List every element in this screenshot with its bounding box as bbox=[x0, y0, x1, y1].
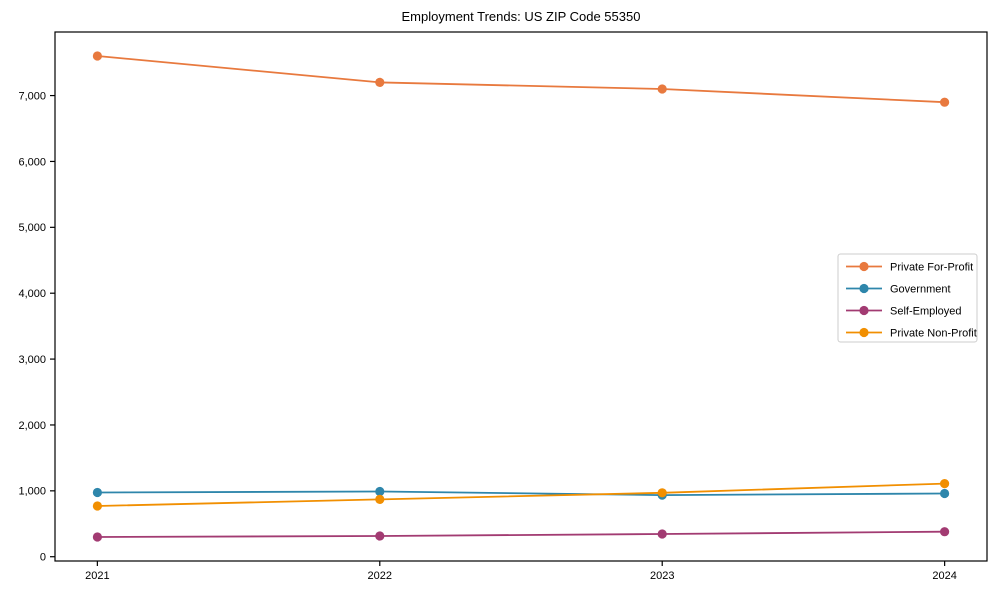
data-point-marker bbox=[657, 529, 667, 539]
series-line bbox=[96, 482, 946, 507]
y-tick-label: 2,000 bbox=[18, 420, 46, 432]
plot-border bbox=[54, 31, 988, 562]
data-point-marker bbox=[92, 51, 102, 61]
legend-label: Private For-Profit bbox=[890, 261, 973, 273]
x-tick-label: 2022 bbox=[368, 570, 392, 582]
y-tick-label: 7,000 bbox=[18, 90, 46, 102]
series-government bbox=[92, 486, 950, 500]
x-tick-label: 2024 bbox=[932, 570, 956, 582]
data-point-marker bbox=[940, 527, 950, 537]
series-line bbox=[96, 55, 946, 104]
data-point-marker bbox=[657, 488, 667, 498]
data-point-marker bbox=[940, 479, 950, 489]
data-point-marker bbox=[92, 532, 102, 542]
legend-label: Self-Employed bbox=[890, 305, 962, 317]
series-private-for-profit bbox=[92, 51, 950, 107]
y-tick-label: 3,000 bbox=[18, 354, 46, 366]
y-axis: 0 1,000 2,000 3,000 4,000 5,000 6,000 7,000 bbox=[18, 90, 55, 564]
x-tick-label: 2021 bbox=[85, 570, 109, 582]
data-point-marker bbox=[375, 531, 385, 541]
data-point-marker bbox=[92, 501, 102, 511]
legend-item-private-for-profit: Private For-Profit bbox=[846, 261, 973, 273]
data-point-marker bbox=[375, 494, 385, 504]
data-point-marker bbox=[375, 486, 385, 497]
legend-item-self-employed: Self-Employed bbox=[846, 305, 962, 317]
y-tick-label: 5,000 bbox=[18, 222, 46, 234]
series-private-non-profit bbox=[92, 479, 950, 511]
legend-marker-dot bbox=[859, 283, 869, 294]
y-tick-label: 0 bbox=[40, 552, 46, 564]
data-point-marker bbox=[657, 84, 667, 94]
x-tick-label: 2023 bbox=[650, 570, 674, 582]
y-tick-label: 6,000 bbox=[18, 156, 46, 168]
legend-item-private-non-profit: Private Non-Profit bbox=[846, 327, 977, 339]
legend-marker-dot bbox=[859, 327, 869, 338]
data-point-marker bbox=[940, 97, 950, 107]
y-tick-label: 4,000 bbox=[18, 288, 46, 300]
data-point-marker bbox=[940, 488, 950, 499]
legend-item-government: Government bbox=[846, 283, 951, 295]
legend-label: Private Non-Profit bbox=[890, 327, 977, 339]
x-axis: 2021 2022 2023 2024 bbox=[85, 561, 957, 582]
data-point-marker bbox=[375, 77, 385, 87]
chart-title: Employment Trends: US ZIP Code 55350 bbox=[401, 9, 641, 24]
legend-label: Government bbox=[890, 283, 951, 295]
series-line bbox=[96, 490, 946, 496]
legend-marker-dot bbox=[859, 261, 869, 272]
legend-marker-dot bbox=[859, 305, 869, 316]
data-point-marker bbox=[92, 487, 102, 498]
legend: Private For-Profit Government Self-Employe… bbox=[837, 253, 978, 343]
y-tick-label: 1,000 bbox=[18, 486, 46, 498]
series-self-employed bbox=[92, 527, 950, 542]
series-line bbox=[96, 530, 946, 538]
legend-frame bbox=[837, 253, 978, 343]
